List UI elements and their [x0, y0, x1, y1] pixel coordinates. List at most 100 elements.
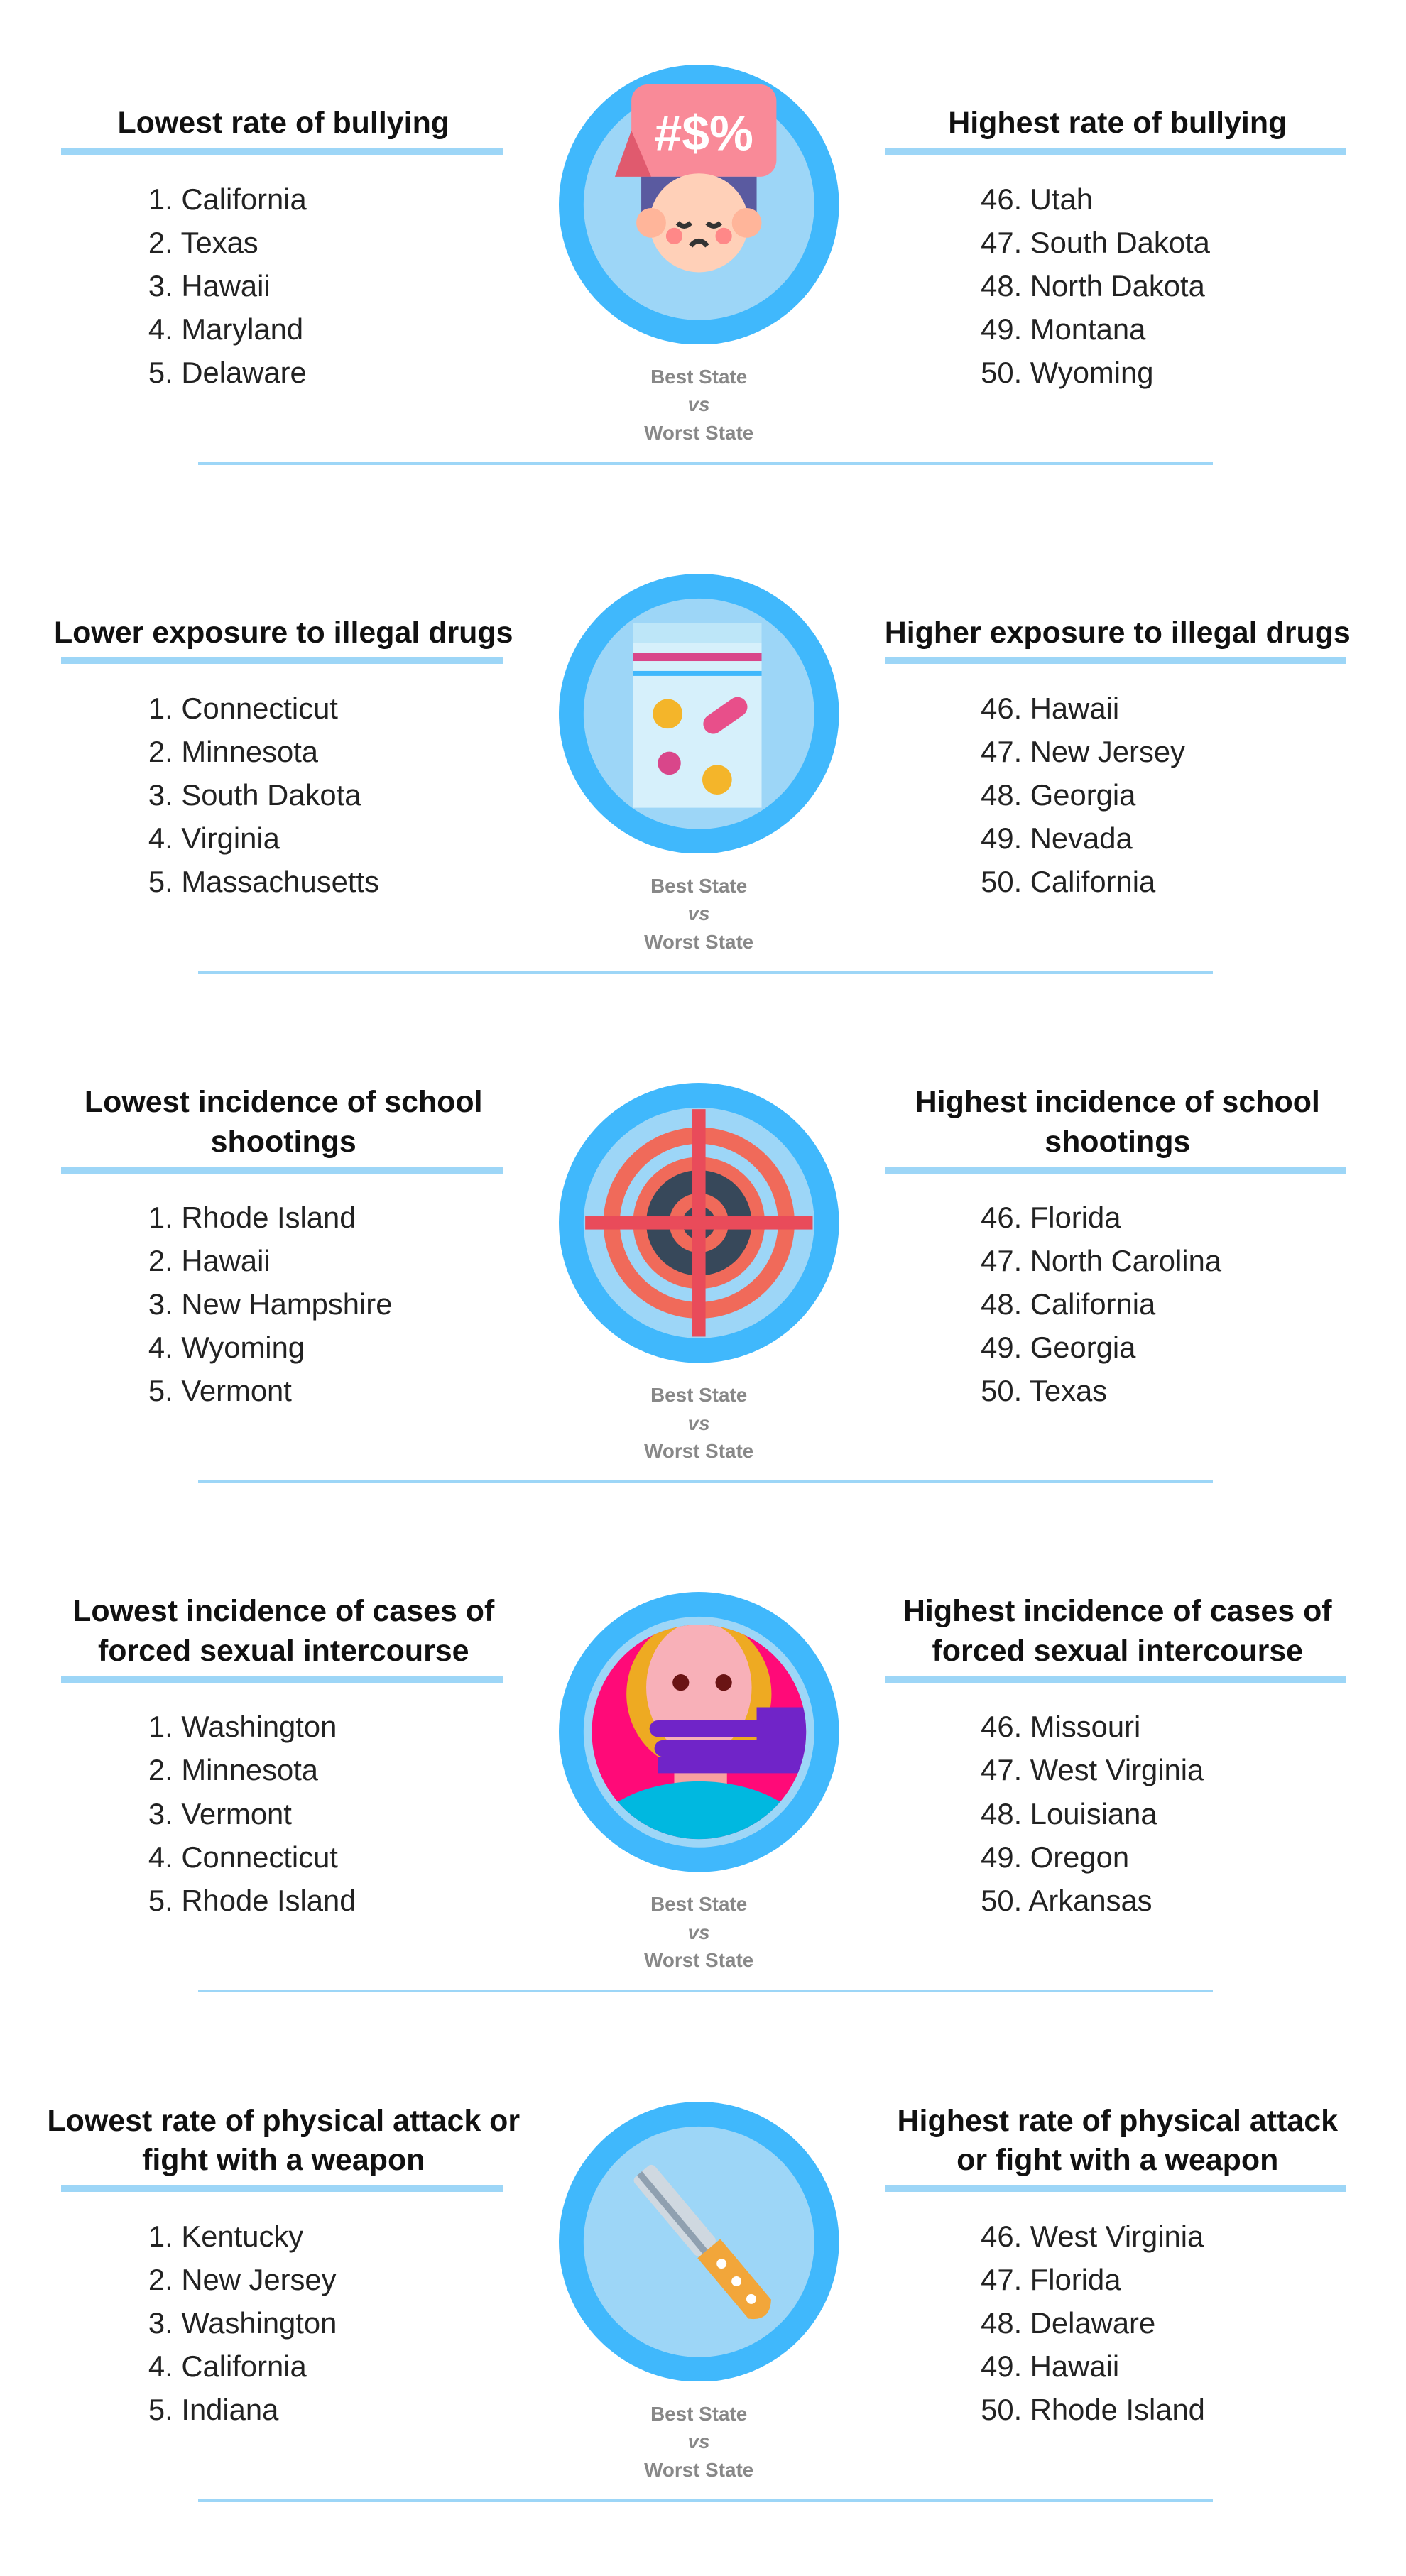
state-list-item: 4. Wyoming — [148, 1331, 305, 1365]
state-list-item: 1. Connecticut — [148, 691, 338, 725]
state-list-item: 47. Florida — [981, 2262, 1121, 2296]
worst-states-list: 46. Utah 47. South Dakota 48. North Dakota… — [981, 178, 1210, 395]
state-list-item: 47. West Virginia — [981, 1753, 1204, 1787]
state-list-item: 49. Oregon — [981, 1840, 1130, 1874]
state-list-item: 49. Georgia — [981, 1331, 1136, 1365]
state-list-item: 4. California — [148, 2349, 307, 2383]
caption-worst: Worst State — [644, 2458, 754, 2481]
state-list-item: 49. Nevada — [981, 822, 1133, 856]
caption-best: Best State — [650, 365, 748, 388]
worst-states-list: 46. Florida 47. North Carolina 48. Califor… — [981, 1196, 1221, 1413]
best-states-list: 1. Kentucky 2. New Jersey 3. Washington 4. … — [148, 2215, 337, 2432]
comparison-section: Lowest incidence of cases of forced sexu… — [0, 1528, 1406, 2037]
comparison-section: Lowest rate of bullying 1. California 2. … — [0, 0, 1406, 509]
knife-icon — [558, 2101, 839, 2382]
worst-states-list: 46. Hawaii 47. New Jersey 48. Georgia 49. N… — [981, 687, 1185, 904]
best-heading: Lowest incidence of cases of forced sexu… — [72, 1594, 495, 1668]
state-list-item: 5. Massachusetts — [148, 865, 379, 899]
best-vs-worst-caption: Best State vs Worst State — [600, 1890, 798, 1974]
section-divider — [197, 461, 1214, 465]
state-list-item: 3. Washington — [148, 2305, 337, 2340]
state-list-item: 48. Delaware — [981, 2305, 1156, 2340]
caption-worst: Worst State — [644, 930, 754, 953]
section-divider — [197, 2498, 1214, 2502]
best-vs-worst-caption: Best State vs Worst State — [600, 1381, 798, 1465]
state-list-item: 47. New Jersey — [981, 734, 1185, 768]
state-list-item: 46. West Virginia — [981, 2219, 1204, 2253]
state-list-item: 3. Hawaii — [148, 268, 271, 302]
best-heading: Lowest rate of physical attack or fight … — [47, 2103, 521, 2178]
state-list-item: 46. Florida — [981, 1201, 1121, 1235]
section-divider — [197, 1480, 1214, 1484]
state-list-item: 48. Georgia — [981, 778, 1136, 812]
caption-vs: vs — [687, 1921, 710, 1943]
state-list-item: 50. Arkansas — [981, 1883, 1152, 1917]
worst-states-list: 46. Missouri 47. West Virginia 48. Louisia… — [981, 1705, 1204, 1922]
worst-states-list: 46. West Virginia 47. Florida 48. Delaware… — [981, 2215, 1205, 2432]
state-list-item: 49. Hawaii — [981, 2349, 1120, 2383]
target-crosshair-icon — [558, 1083, 839, 1363]
state-list-item: 5. Vermont — [148, 1374, 292, 1408]
caption-worst: Worst State — [644, 1440, 754, 1463]
state-list-item: 1. Washington — [148, 1710, 337, 1744]
best-heading: Lowest incidence of school shootings — [84, 1085, 483, 1159]
state-list-item: 47. South Dakota — [981, 225, 1210, 259]
worst-heading: Highest incidence of cases of forced sex… — [903, 1594, 1332, 1668]
state-list-item: 5. Rhode Island — [148, 1883, 356, 1917]
best-heading: Lower exposure to illegal drugs — [53, 615, 513, 650]
best-heading: Lowest rate of bullying — [117, 106, 450, 141]
heading-underline — [60, 1167, 503, 1174]
best-states-list: 1. Rhode Island 2. Hawaii 3. New Hampshire… — [148, 1196, 393, 1413]
best-states-list: 1. California 2. Texas 3. Hawaii 4. Marylan… — [148, 178, 307, 395]
caption-best: Best State — [650, 2402, 748, 2425]
heading-underline — [885, 1676, 1347, 1683]
state-list-item: 3. Vermont — [148, 1796, 292, 1830]
best-vs-worst-caption: Best State vs Worst State — [600, 363, 798, 447]
caption-vs: vs — [687, 2430, 710, 2453]
comparison-section: Lowest incidence of school shootings 1. … — [0, 1019, 1406, 1528]
state-list-item: 2. Hawaii — [148, 1244, 271, 1278]
best-states-list: 1. Connecticut 2. Minnesota 3. South Dakot… — [148, 687, 379, 904]
state-list-item: 48. California — [981, 1287, 1156, 1321]
heading-underline — [885, 2185, 1347, 2193]
heading-underline — [60, 1676, 503, 1683]
state-list-item: 47. North Carolina — [981, 1244, 1222, 1278]
best-states-list: 1. Washington 2. Minnesota 3. Vermont 4. Co… — [148, 1705, 356, 1922]
state-list-item: 46. Utah — [981, 182, 1093, 216]
heading-underline — [60, 657, 503, 665]
state-list-item: 1. Rhode Island — [148, 1201, 356, 1235]
heading-underline — [885, 657, 1347, 665]
worst-heading: Highest rate of physical attack or fight… — [897, 2103, 1338, 2178]
state-list-item: 46. Hawaii — [981, 691, 1120, 725]
state-list-item: 48. North Dakota — [981, 268, 1205, 302]
heading-underline — [885, 1167, 1347, 1174]
state-list-item: 1. California — [148, 182, 307, 216]
state-list-item: 4. Virginia — [148, 822, 280, 856]
state-list-item: 3. New Hampshire — [148, 1287, 393, 1321]
state-list-item: 46. Missouri — [981, 1710, 1141, 1744]
state-list-item: 3. South Dakota — [148, 778, 361, 812]
state-list-item: 50. Wyoming — [981, 355, 1154, 389]
svg-text:#$%: #$% — [654, 105, 753, 160]
caption-vs: vs — [687, 902, 710, 925]
state-list-item: 50. Texas — [981, 1374, 1108, 1408]
state-list-item: 48. Louisiana — [981, 1796, 1157, 1830]
worst-heading: Highest rate of bullying — [948, 106, 1287, 141]
state-list-item: 50. Rhode Island — [981, 2392, 1205, 2426]
caption-vs: vs — [687, 1412, 710, 1434]
state-list-item: 49. Montana — [981, 312, 1146, 346]
bullying-speech-bubble-icon: #$% — [558, 64, 839, 345]
comparison-section: Lowest rate of physical attack or fight … — [0, 2037, 1406, 2546]
state-list-item: 1. Kentucky — [148, 2219, 304, 2253]
caption-best: Best State — [650, 874, 748, 897]
state-list-item: 5. Delaware — [148, 355, 307, 389]
state-list-item: 2. New Jersey — [148, 2262, 337, 2296]
section-divider — [197, 971, 1214, 974]
state-list-item: 4. Connecticut — [148, 1840, 338, 1874]
heading-underline — [60, 2185, 503, 2193]
hand-over-mouth-icon — [558, 1592, 839, 1872]
caption-best: Best State — [650, 1384, 748, 1407]
state-list-item: 2. Texas — [148, 225, 258, 259]
caption-vs: vs — [687, 393, 710, 416]
